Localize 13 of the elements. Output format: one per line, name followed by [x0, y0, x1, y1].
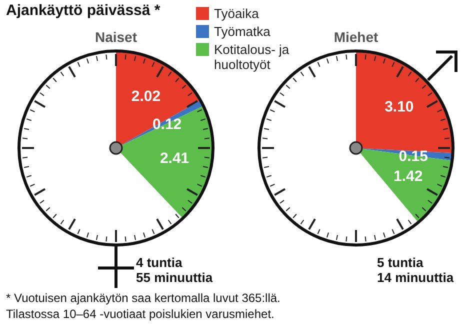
legend-label: Työaika	[214, 6, 259, 21]
data-label: 1.42	[394, 168, 423, 186]
slice-label: Miehet	[334, 29, 379, 45]
text: 4 tuntia 55 minuuttia	[136, 255, 213, 285]
text: * Vuotuisen ajankäytön saa kertomalla luvut 365:llä. Tilastossa 10–64 -vuotiaat poislukien varusmiehet.	[6, 290, 280, 322]
data-label: 3.10	[384, 98, 414, 116]
data-label: 2.41	[160, 150, 190, 168]
slice-label: Naiset	[94, 29, 138, 45]
chart-title: Ajankäyttö päivässä *	[6, 2, 160, 19]
legend-label: Kotitalous- ja huoltotyöt	[214, 42, 290, 72]
data-label: 2.02	[131, 88, 161, 106]
text: 5 tuntia 14 minuuttia	[377, 255, 454, 285]
legend-label: Työmatka	[214, 24, 270, 39]
